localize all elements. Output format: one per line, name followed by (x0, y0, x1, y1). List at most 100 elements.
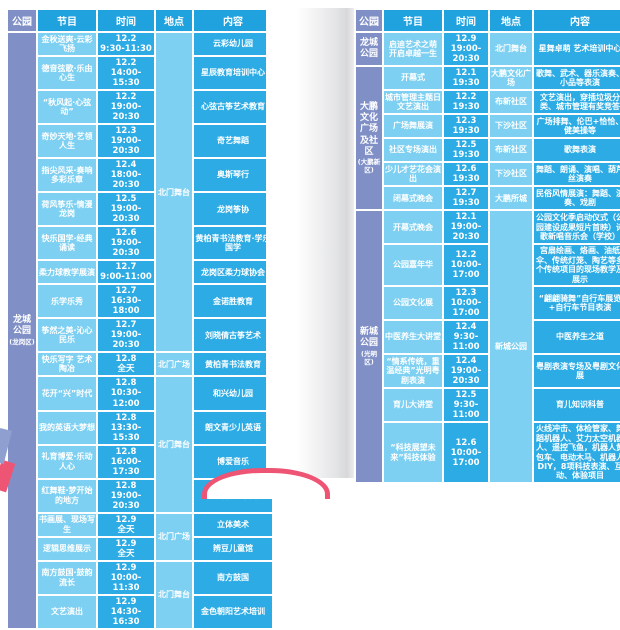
location-cell: 布新社区 (490, 139, 532, 162)
park-district-label: (光明区) (361, 349, 377, 366)
content-cell: 黄柏青书法教育 (194, 353, 272, 376)
event-time-range: 全天 (117, 524, 135, 535)
content-cell: 朗文青少儿英语 (194, 411, 272, 444)
content-cell: 星舞卓萌 艺术培训中心 (534, 33, 620, 66)
event-time-range: 10:00-17:00 (450, 298, 482, 319)
content-cell: 奇艺舞蹈 (194, 125, 272, 158)
event-date: 12.8 (115, 412, 137, 423)
event-date: 12.2 (455, 92, 477, 103)
event-time-range: 10:00-11:30 (110, 572, 142, 593)
event-time-range: 16:00-17:30 (110, 456, 142, 477)
time-cell: 12.8 19:00-20:30 (98, 479, 154, 512)
time-cell: 12.2 9:30-11:30 (98, 33, 154, 56)
page-fold-shadow (266, 8, 354, 478)
event-date: 12.8 (115, 446, 137, 457)
schedule-row: 快乐国学·经典诵读 12.6 19:00-20:30 黄柏青书法教育·学乐国学 (8, 227, 272, 260)
schedule-row: 公园文化展 12.3 10:00-17:00 “翩翩骑舞”自行车展览+自行车节目表演 (356, 287, 620, 320)
park-name: 大鹏文化广场及社区 (359, 101, 378, 157)
event-time-range: 10:00-17:00 (450, 260, 482, 281)
program-cell: 逻辑思维展示 (38, 537, 96, 560)
time-cell: 12.1 19:00-20:30 (444, 211, 488, 244)
location-cell: 下沙社区 (490, 115, 532, 138)
program-cell: 指尖风采·奏响多彩乐章 (38, 159, 96, 192)
location-cell: 北门舞台 (156, 377, 192, 512)
time-cell: 12.3 19:30 (444, 115, 488, 138)
event-time-range: 19:00-20:30 (450, 44, 482, 65)
column-header-program: 节目 (384, 10, 442, 31)
location-cell: 新城公园 (490, 211, 532, 482)
event-date: 12.4 (115, 160, 137, 171)
program-cell: 公园文化展 (384, 287, 442, 320)
schedule-body-right: 龙城公园 启迪艺术之萌 开启卓越一生 12.9 19:00-20:30 北门舞台 星舞卓萌… (356, 33, 620, 482)
program-cell: 柔力球教学展演 (38, 261, 96, 284)
time-cell: 12.7 19:30 (444, 187, 488, 210)
location-cell: 北门舞台 (490, 33, 532, 66)
schedule-row: 新城公园 (光明区) 开幕式晚会 12.1 19:00-20:30 新城公园 公园文化季启动… (356, 211, 620, 482)
program-cell: 公园嘉年华 (384, 245, 442, 286)
content-cell: 心弦古筝艺术教育 (194, 91, 272, 124)
schedule-row: 广场舞展演 12.3 19:30 下沙社区 广场排舞、伦巴+恰恰、健美操等 (356, 115, 620, 138)
schedule-row: 南方鼓国·鼓韵流长 12.9 10:00-11:30 北门舞台 南方鼓国 (8, 561, 272, 628)
time-cell: 12.1 19:30 (444, 67, 488, 90)
event-date: 12.7 (455, 188, 477, 199)
schedule-row: 育儿大讲堂 12.5 9:30-11:00 育儿知识科普 (356, 389, 620, 422)
park-cell: 大鹏文化广场及社区 (大鹏新区) (356, 67, 382, 210)
event-time-range: 19:30 (452, 150, 480, 161)
event-time-range: 19:00-20:30 (110, 490, 142, 511)
program-cell: “情系传统，重温经典”光明粤剧表演 (384, 355, 442, 388)
event-date: 12.8 (115, 378, 137, 389)
event-date: 12.9 (455, 34, 477, 44)
content-cell: 南方鼓国 (194, 561, 272, 594)
schedule-row: 中医养生大讲堂 12.4 9:30-11:00 中医养生之道 (356, 321, 620, 354)
program-cell: 社区专场演出 (384, 139, 442, 162)
schedule-row: 公园嘉年华 12.2 10:00-17:00 宫扇绘画、烙画、油纸伞、传统灯笼、陶艺等… (356, 245, 620, 286)
event-date: 12.5 (455, 390, 477, 401)
time-cell: 12.3 19:00-20:30 (98, 125, 154, 158)
content-cell: 广场排舞、伦巴+恰恰、健美操等 (534, 115, 620, 138)
program-cell: 礼育博爱·乐动人心 (38, 445, 96, 478)
content-cell: 歌舞表演 (534, 139, 620, 162)
event-date: 12.3 (455, 116, 477, 127)
event-time-range: 全天 (117, 364, 135, 375)
park-cell: 龙城公园 (龙岗区) (8, 33, 36, 628)
program-cell: “科技展望未来”科技体验 (384, 423, 442, 482)
schedule-row: 社区专场演出 12.5 19:30 布新社区 歌舞表演 (356, 139, 620, 162)
program-cell: 城市管理主题日文艺演出 (384, 91, 442, 114)
location-cell: 北门广场 (156, 513, 192, 560)
program-cell: 中医养生大讲堂 (384, 321, 442, 354)
park-cell: 龙城公园 (356, 33, 382, 66)
program-cell: 少儿才艺花会演出 (384, 163, 442, 186)
content-cell: 刘晓倩古筝艺术 (194, 319, 272, 352)
program-cell: 南方鼓国·鼓韵流长 (38, 561, 96, 594)
schedule-row: 大鹏文化广场及社区 (大鹏新区) 开幕式 12.1 19:30 大鹏文化广场 歌舞、武术、器… (356, 67, 620, 210)
event-date: 12.6 (115, 228, 137, 239)
schedule-row: “科技展望未来”科技体验 12.6 10:00-17:00 火线冲击、体检管家、舞蹈机… (356, 423, 620, 482)
event-date: 12.9 (115, 538, 137, 549)
column-header-park: 公园 (8, 10, 36, 31)
event-date: 12.5 (115, 194, 137, 205)
program-cell: 启迪艺术之萌 开启卓越一生 (384, 33, 442, 66)
time-cell: 12.5 19:30 (444, 139, 488, 162)
event-date: 12.5 (455, 140, 477, 151)
schedule-row: 礼育博爱·乐动人心 12.8 16:00-17:30 博爱音乐 (8, 445, 272, 478)
event-date: 12.2 (455, 250, 477, 261)
event-date: 12.9 (115, 562, 137, 573)
schedule-row: 闭幕式晚会 12.7 19:30 大鹏所城 民俗风情展演：舞蹈、演奏、戏剧 (356, 187, 620, 210)
event-time-range: 19:00-20:30 (450, 366, 482, 387)
time-cell: 12.4 18:00-20:30 (98, 159, 154, 192)
event-time-range: 14:00-15:30 (110, 68, 142, 89)
time-cell: 12.2 19:30 (444, 91, 488, 114)
event-time-range: 10:30-12:00 (110, 388, 142, 409)
content-cell: 金诺胜教育 (194, 285, 272, 318)
schedule-table-right: 公园 节目 时间 地点 内容 龙城公园 启迪艺术之萌 开启卓越一生 12.9 19:0… (354, 8, 620, 484)
event-date: 12.3 (115, 126, 137, 137)
event-date: 12.8 (115, 480, 137, 491)
time-cell: 12.8 13:30-15:30 (98, 411, 154, 444)
program-cell: 我的英语大梦想 (38, 411, 96, 444)
schedule-body-left: 龙城公园 (龙岗区) 金秋送爽·云彩飞扬 12.2 9:30-11:30 北门舞台 云彩幼儿… (8, 33, 272, 628)
time-cell: 12.6 10:00-17:00 (444, 423, 488, 482)
schedule-row: 快乐写字 艺术陶冶 12.8 全天 北门广场 黄柏青书法教育 (8, 353, 272, 376)
program-cell: 花开“兴”时代 (38, 377, 96, 410)
program-cell: 奇妙天地·艺领人生 (38, 125, 96, 158)
column-header-time: 时间 (444, 10, 488, 31)
